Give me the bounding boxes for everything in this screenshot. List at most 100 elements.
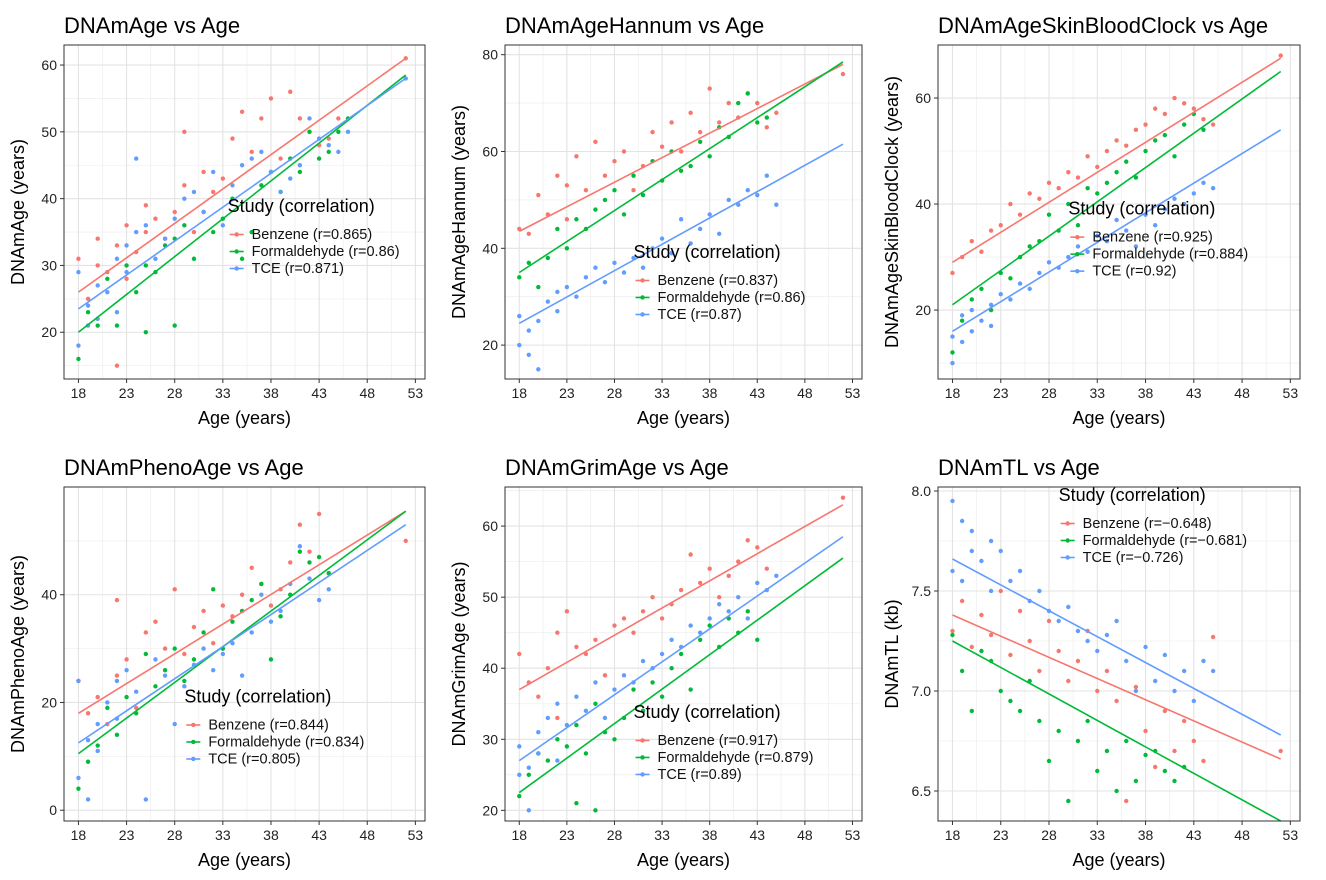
data-point (536, 694, 541, 699)
x-tick-label: 33 (1089, 385, 1105, 401)
data-point (134, 156, 139, 161)
y-tick-label: 40 (41, 191, 57, 207)
legend-key-point (1065, 521, 1070, 526)
x-tick-label: 48 (359, 827, 375, 843)
data-point (593, 808, 598, 813)
x-tick-label: 18 (945, 385, 961, 401)
data-point (536, 751, 541, 756)
data-point (688, 163, 693, 169)
x-tick-label: 28 (1041, 827, 1057, 843)
data-point (1181, 668, 1187, 674)
data-point (1066, 254, 1071, 260)
regression-line (518, 143, 844, 325)
data-point (631, 188, 636, 193)
data-point (555, 758, 560, 763)
data-point (774, 202, 779, 207)
data-point (631, 630, 636, 635)
x-tick-label: 48 (1234, 385, 1250, 401)
data-point (1037, 668, 1042, 674)
series-3 (517, 173, 779, 372)
data-point (612, 158, 617, 164)
chart-title: DNAmPhenoAge vs Age (64, 455, 304, 480)
y-tick-label: 20 (482, 337, 498, 353)
data-point (124, 276, 129, 281)
data-point (950, 270, 955, 276)
data-point (182, 684, 187, 689)
data-point (1008, 201, 1013, 207)
data-point (593, 637, 598, 642)
data-point (969, 238, 974, 244)
data-point (688, 623, 693, 628)
data-point (268, 96, 274, 101)
data-point (774, 573, 779, 579)
data-point (76, 786, 81, 791)
data-point (124, 263, 129, 268)
data-point (201, 169, 206, 175)
data-point (536, 284, 541, 290)
data-point (95, 748, 100, 754)
data-point (555, 701, 560, 706)
data-point (969, 307, 974, 313)
data-point (1133, 244, 1139, 249)
data-point (1133, 778, 1139, 784)
data-point (307, 549, 312, 554)
data-point (583, 751, 589, 756)
legend-label: Formaldehyde (r=−0.681) (1083, 533, 1247, 549)
data-point (1008, 652, 1013, 658)
data-point (143, 223, 149, 228)
data-point (1085, 249, 1090, 254)
data-point (650, 680, 655, 685)
data-point (1162, 768, 1168, 774)
data-point (182, 223, 187, 228)
legend-title: Study (correlation) (228, 196, 375, 216)
data-point (1210, 185, 1216, 191)
data-point (95, 283, 100, 288)
data-point (574, 217, 579, 222)
data-point (1114, 788, 1119, 794)
data-point (1172, 95, 1177, 101)
legend-label: Formaldehyde (r=0.884) (1092, 247, 1248, 263)
panel-border (937, 486, 1301, 822)
data-point (239, 673, 245, 678)
plot-background (64, 45, 425, 379)
data-point (755, 100, 760, 106)
chart-panel-2: 18 23 28 33 38 43 48 53 20 40 60 80 DNAmAgeHannum vs… (449, 13, 863, 428)
y-axis-label: DNAmAgeHannum (years) (449, 105, 469, 319)
data-point (76, 269, 81, 275)
data-point (621, 616, 627, 621)
data-point (153, 684, 158, 689)
data-point (950, 334, 955, 339)
data-point (564, 284, 570, 290)
data-point (593, 680, 598, 685)
data-point (959, 668, 965, 674)
data-point (1095, 233, 1100, 239)
data-point (85, 711, 91, 716)
legend-title: Study (correlation) (634, 242, 781, 262)
data-point (517, 651, 522, 657)
chart-title: DNAmAgeHannum vs Age (505, 13, 764, 38)
data-point (602, 715, 608, 721)
data-point (612, 188, 617, 193)
data-point (574, 644, 579, 650)
chart-panel-3: 18 23 28 33 38 43 48 53 20 40 60 DNAmAgeSkinBloodCl… (882, 13, 1301, 428)
data-point (988, 538, 994, 544)
data-point (717, 231, 722, 236)
regression-line (952, 558, 1282, 736)
x-tick-label: 53 (408, 385, 424, 401)
data-point (1085, 185, 1090, 191)
data-point (85, 310, 91, 315)
data-point (1191, 738, 1197, 744)
data-point (678, 149, 684, 154)
data-point (85, 296, 91, 302)
data-point (1201, 658, 1206, 664)
data-point (278, 156, 283, 161)
data-point (95, 236, 100, 241)
data-point (220, 176, 226, 181)
data-point (172, 587, 177, 592)
data-point (1201, 180, 1206, 186)
x-tick-label: 33 (1089, 827, 1105, 843)
data-point (574, 694, 579, 699)
y-tick-label: 40 (915, 196, 931, 212)
data-point (717, 602, 722, 607)
x-axis-label: Age (years) (198, 850, 291, 870)
